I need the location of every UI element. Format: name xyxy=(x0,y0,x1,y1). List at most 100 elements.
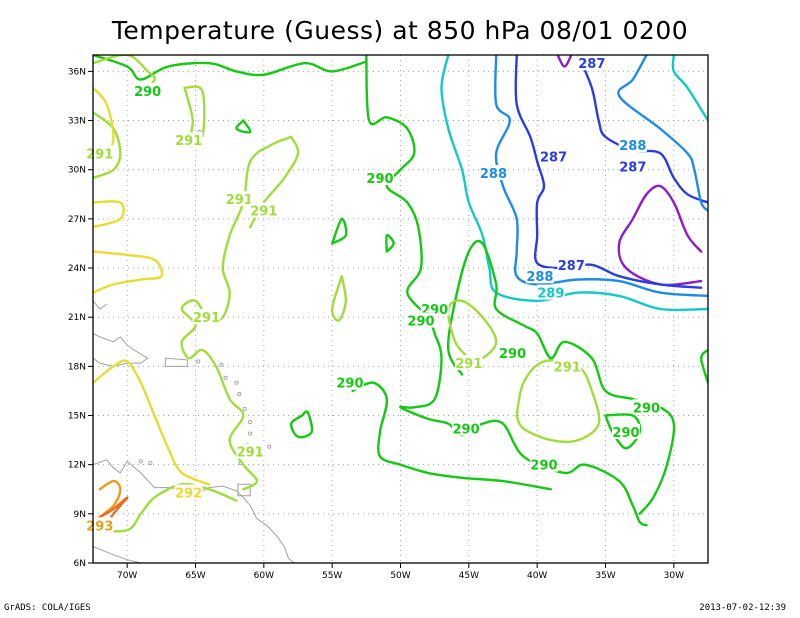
contour-label: 290 xyxy=(612,426,639,441)
y-tick-label: 21N xyxy=(68,313,86,323)
page-title: Temperature (Guess) at 850 hPa 08/01 020… xyxy=(111,16,689,45)
contour-label-bg xyxy=(454,355,483,371)
contour-label-bg xyxy=(335,374,364,390)
y-tick-label: 24N xyxy=(68,264,86,274)
contour-labels: 287 287 287 287 288 288 288 289 290 290 290 290 290 2… xyxy=(85,55,661,534)
contour-label: 291 xyxy=(193,311,220,326)
y-tick-label: 27N xyxy=(68,215,86,225)
contour-label-bg xyxy=(236,443,265,459)
contour-label-bg xyxy=(612,423,640,439)
y-tick-label: 6N xyxy=(74,559,86,569)
contour-label: 290 xyxy=(453,423,480,438)
contour-line-288 xyxy=(617,55,708,212)
contour-label-bg xyxy=(498,345,527,361)
contour-line-290 xyxy=(446,239,676,515)
y-tick-label: 9N xyxy=(74,510,86,520)
x-tick-label: 50W xyxy=(390,571,410,581)
contour-line-291 xyxy=(330,275,348,322)
contour-label-bg xyxy=(420,301,449,316)
x-tick-label: 60W xyxy=(254,571,274,581)
contour-label: 290 xyxy=(530,459,557,474)
contour-line-290 xyxy=(93,55,368,81)
contour-label: 290 xyxy=(633,401,660,416)
contour-label-bg xyxy=(249,202,278,218)
island xyxy=(234,380,239,385)
island xyxy=(248,431,253,436)
contour-line-292 xyxy=(93,250,164,294)
contour-label-bg xyxy=(539,148,568,164)
x-tick-label: 30W xyxy=(664,571,684,581)
island xyxy=(248,420,253,425)
contour-label-bg xyxy=(577,55,606,71)
footer-timestamp: 2013-07-02-12:39 xyxy=(699,603,786,613)
contour-line-290 xyxy=(700,348,708,384)
contour-line-291 xyxy=(180,135,293,491)
contour-line-287 xyxy=(514,55,703,289)
contour-label: 293 xyxy=(86,519,113,534)
contour-label: 288 xyxy=(619,139,646,154)
contour-line-291 xyxy=(93,111,122,180)
contour-line-292 xyxy=(93,200,125,229)
island xyxy=(148,460,153,466)
x-tick-label: 40W xyxy=(527,571,547,581)
contour-label-bg xyxy=(479,164,508,180)
footer-credit: GrADS: COLA/IGES xyxy=(4,603,91,613)
contour-label-bg xyxy=(536,284,565,300)
contour-label: 290 xyxy=(134,85,161,100)
contour-line-291 xyxy=(446,299,498,361)
coastline xyxy=(237,483,251,497)
island xyxy=(267,444,272,449)
contour-label-bg xyxy=(407,312,435,328)
x-tick-label: 35W xyxy=(595,571,615,581)
contour-label: 287 xyxy=(540,151,567,166)
contour-label: 290 xyxy=(407,314,434,329)
contour-label-bg xyxy=(530,456,558,472)
contour-line-288 xyxy=(493,55,708,298)
contour-line-289 xyxy=(671,55,708,122)
contour-line-293 xyxy=(93,479,122,524)
contour-label-bg xyxy=(632,399,661,415)
contour-label: 291 xyxy=(226,193,253,208)
x-tick-label: 65W xyxy=(185,571,205,581)
island xyxy=(237,392,242,397)
axis-ticks: 70W 65W 60W 55W 50W 45W 40W 35W 30W 6N 9N 12N 15N 18N… xyxy=(68,67,684,581)
island xyxy=(138,459,143,464)
coastline xyxy=(93,459,295,563)
coastline xyxy=(164,357,188,367)
contour-label: 288 xyxy=(526,270,553,285)
contour-label: 287 xyxy=(578,57,605,72)
contour-line-290 xyxy=(604,413,642,450)
contour-label-bg xyxy=(174,484,203,500)
contour-line-291 xyxy=(515,359,601,444)
contour-label: 291 xyxy=(250,205,277,220)
x-tick-label: 70W xyxy=(117,571,137,581)
contour-line-291 xyxy=(93,482,238,533)
contour-line-286 xyxy=(556,55,573,68)
contour-line-289 xyxy=(440,55,708,312)
y-tick-label: 12N xyxy=(68,461,86,471)
contour-label-bg xyxy=(525,268,554,284)
contour-label-bg xyxy=(225,191,254,207)
coastline xyxy=(93,300,107,310)
contour-line-290 xyxy=(235,119,252,134)
contour-label: 290 xyxy=(366,172,393,187)
y-tick-label: 15N xyxy=(68,412,86,422)
contour-line-290 xyxy=(331,217,348,245)
contour-label: 290 xyxy=(336,377,363,392)
island xyxy=(219,362,224,367)
coastline xyxy=(93,333,149,367)
contour-label: 291 xyxy=(175,134,202,149)
y-tick-label: 33N xyxy=(68,117,86,127)
island xyxy=(196,359,201,364)
y-tick-label: 30N xyxy=(68,166,86,176)
contour-label: 287 xyxy=(558,259,585,274)
contour-label-bg xyxy=(618,158,647,174)
y-tick-label: 18N xyxy=(68,362,86,372)
coastline xyxy=(93,546,141,563)
contour-label: 290 xyxy=(499,347,526,362)
contour-label: 287 xyxy=(619,160,646,175)
contour-label: 291 xyxy=(455,357,482,372)
island xyxy=(223,375,228,380)
contour-label-bg xyxy=(133,83,162,99)
contour-label-bg xyxy=(553,358,582,374)
